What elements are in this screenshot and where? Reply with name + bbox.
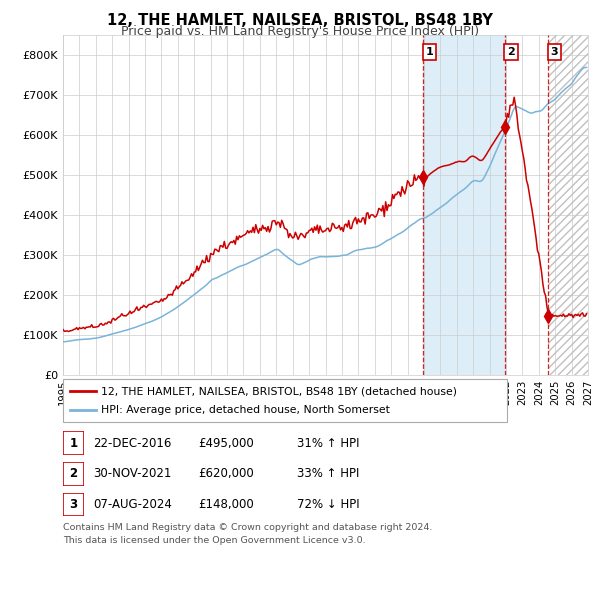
Text: 72% ↓ HPI: 72% ↓ HPI bbox=[297, 498, 359, 511]
Text: 3: 3 bbox=[70, 498, 77, 511]
Text: Price paid vs. HM Land Registry's House Price Index (HPI): Price paid vs. HM Land Registry's House … bbox=[121, 25, 479, 38]
Text: 12, THE HAMLET, NAILSEA, BRISTOL, BS48 1BY (detached house): 12, THE HAMLET, NAILSEA, BRISTOL, BS48 1… bbox=[101, 386, 457, 396]
Text: £148,000: £148,000 bbox=[198, 498, 254, 511]
Bar bbox=[548, 35, 588, 375]
Bar bbox=[423, 35, 505, 375]
Bar bbox=[548, 35, 588, 375]
Text: 22-DEC-2016: 22-DEC-2016 bbox=[93, 437, 172, 450]
Text: 31% ↑ HPI: 31% ↑ HPI bbox=[297, 437, 359, 450]
Text: 33% ↑ HPI: 33% ↑ HPI bbox=[297, 467, 359, 480]
Text: 30-NOV-2021: 30-NOV-2021 bbox=[93, 467, 172, 480]
Text: 12, THE HAMLET, NAILSEA, BRISTOL, BS48 1BY: 12, THE HAMLET, NAILSEA, BRISTOL, BS48 1… bbox=[107, 13, 493, 28]
Text: HPI: Average price, detached house, North Somerset: HPI: Average price, detached house, Nort… bbox=[101, 405, 389, 415]
Text: 2: 2 bbox=[507, 47, 515, 57]
Text: £495,000: £495,000 bbox=[198, 437, 254, 450]
Text: £620,000: £620,000 bbox=[198, 467, 254, 480]
Text: 3: 3 bbox=[551, 47, 559, 57]
Text: 07-AUG-2024: 07-AUG-2024 bbox=[93, 498, 172, 511]
Text: This data is licensed under the Open Government Licence v3.0.: This data is licensed under the Open Gov… bbox=[63, 536, 365, 545]
Text: 1: 1 bbox=[426, 47, 433, 57]
Text: 1: 1 bbox=[70, 437, 77, 450]
Text: Contains HM Land Registry data © Crown copyright and database right 2024.: Contains HM Land Registry data © Crown c… bbox=[63, 523, 433, 532]
Text: 2: 2 bbox=[70, 467, 77, 480]
